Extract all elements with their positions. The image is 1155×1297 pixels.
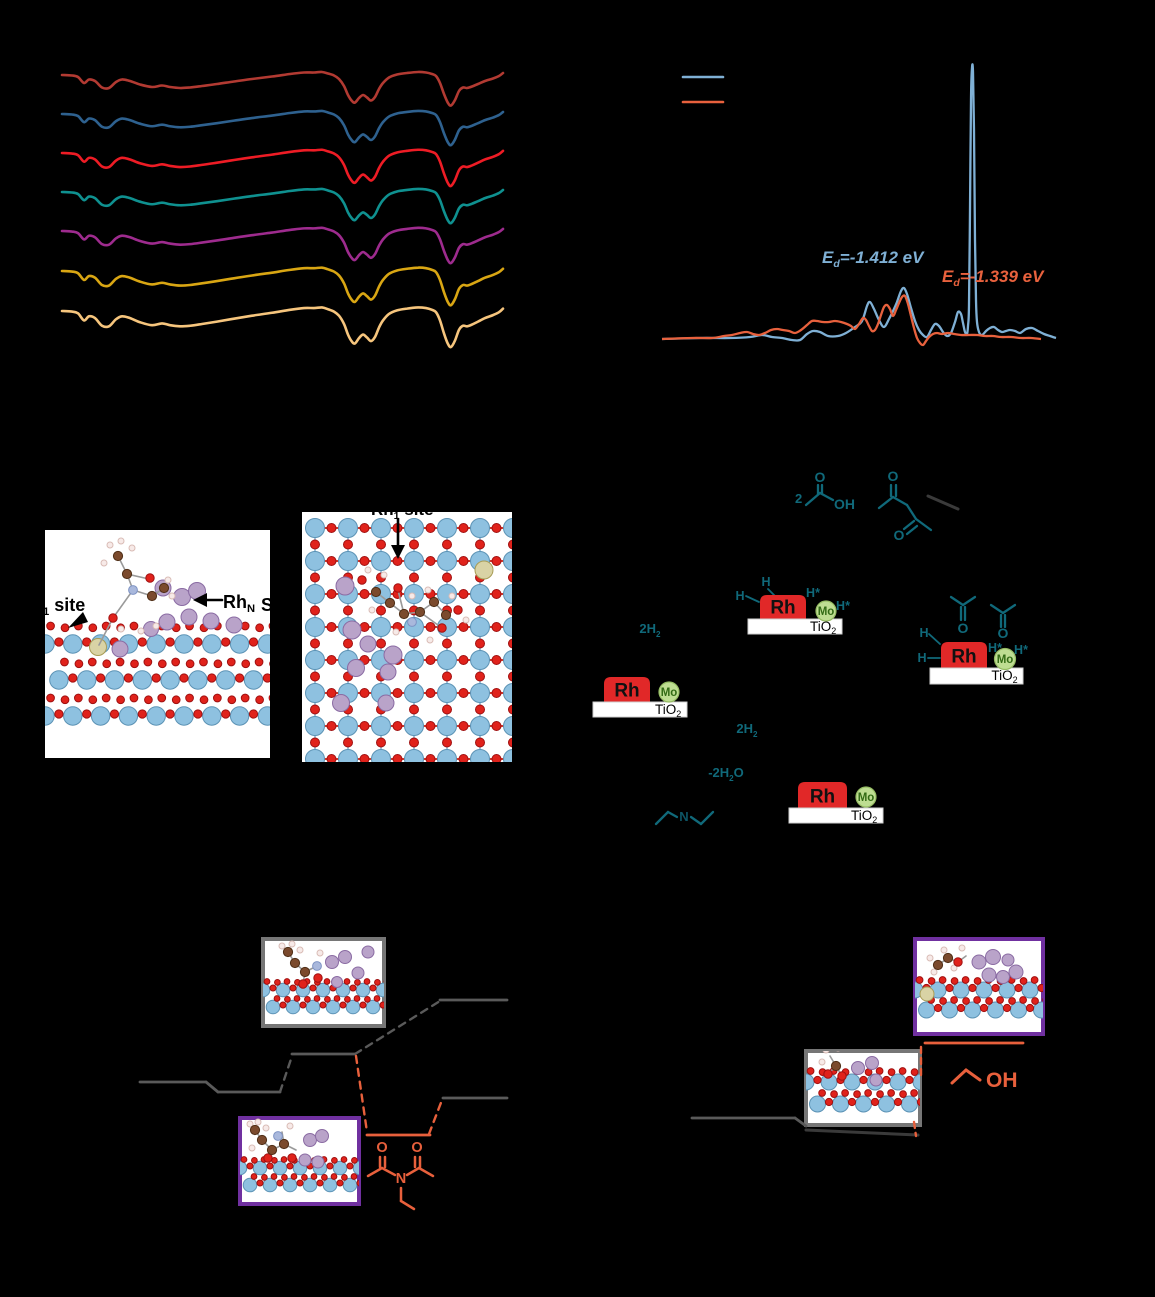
rh-label: Rh — [951, 646, 976, 667]
spectrum-2 — [60, 109, 505, 147]
catalyst-schematic-1: Rh Mo TiO2 — [592, 677, 688, 719]
mo-promoter — [855, 786, 877, 808]
hstar2-cat2: H* — [836, 599, 850, 613]
rh1-site-arrow-icon — [391, 517, 405, 559]
catalyst-schematic-3: Rh Mo TiO2 — [929, 642, 1024, 685]
hstar2-cat3: H* — [1014, 643, 1028, 657]
tio2-support-bar — [592, 701, 688, 718]
mo-label: Mo — [818, 606, 835, 618]
state-inset-purple — [913, 937, 1045, 1036]
mo-promoter — [993, 647, 1017, 671]
rh-particle — [760, 595, 806, 619]
imide-o-right: O — [411, 1140, 422, 1156]
spectrum-7 — [60, 306, 505, 349]
h-left-cat2: H — [735, 589, 744, 603]
acetic-oh-label: OH — [834, 496, 855, 512]
rh-particle — [604, 677, 650, 702]
panel-b-pdos — [661, 63, 1057, 347]
spectrum-5 — [60, 226, 505, 265]
ed-value-blue: Ed=-1.412 eV — [822, 248, 925, 270]
ed-value-orange: Ed=-1.339 eV — [942, 267, 1045, 289]
panel-a-spectra — [60, 70, 505, 349]
tio2-label: TiO2 — [991, 668, 1017, 685]
hstar1-cat3: H* — [988, 641, 1002, 655]
rh-label: Rh — [770, 598, 795, 619]
panel-f-energy-profile — [138, 937, 509, 1211]
label-minus-2h2o: -2H2O — [708, 765, 744, 783]
catalyst-schematic-4: Rh Mo TiO2 — [788, 782, 884, 825]
site-fragment-c: Site — [261, 595, 294, 615]
label-2h2-lower: 2H2 — [736, 721, 758, 739]
intermediate-inset-gray — [261, 937, 386, 1028]
rh1-site-label-c: Rh1 site — [19, 595, 85, 618]
mo-promoter — [658, 681, 680, 703]
rh-particle — [941, 642, 987, 668]
ethanol-oh-label: OH — [986, 1069, 1018, 1092]
rhn-label-c: RhN — [223, 592, 255, 615]
dft-structure-top-image — [302, 512, 512, 762]
imide-n-label: N — [396, 1171, 406, 1187]
acetaldehyde2-o: O — [998, 625, 1009, 641]
h-top-cat2: H — [761, 575, 770, 589]
mo-promoter — [815, 600, 837, 622]
spectrum-3 — [60, 148, 505, 188]
coeff-2-acetic: 2 — [795, 491, 802, 506]
h-top-cat3: H — [919, 626, 928, 640]
pdos-orange — [661, 294, 1042, 347]
tio2-support-bar — [788, 807, 884, 824]
panel-d-structure — [302, 512, 512, 762]
site-arrow-icon — [68, 612, 88, 628]
rh-label: Rh — [614, 681, 639, 702]
panel-g-energy-profile — [690, 937, 1045, 1138]
tio2-support-bar — [929, 667, 1024, 685]
spectrum-4 — [60, 187, 505, 225]
rh1-site-label-d: Rh1 site — [371, 500, 434, 522]
tio2-label: TiO2 — [655, 702, 681, 719]
rhn-arrow-icon — [193, 593, 224, 607]
intermediate-inset-purple — [238, 1116, 361, 1206]
dft-structure-side-image — [45, 530, 270, 758]
tio2-label: TiO2 — [810, 619, 836, 636]
acetaldehyde1-o: O — [958, 620, 969, 636]
tio2-support-bar — [747, 618, 843, 635]
anhydride-o-bottom: O — [894, 527, 905, 543]
rh-particle — [798, 782, 847, 808]
tio2-label: TiO2 — [851, 808, 877, 825]
mo-label: Mo — [997, 654, 1014, 666]
pdos-blue — [661, 63, 1057, 342]
amine-n-label: N — [679, 809, 688, 824]
hstar1-cat2: H* — [806, 586, 820, 600]
acetic-o-label: O — [815, 469, 826, 485]
rh-label: Rh — [810, 786, 835, 807]
imide-o-left: O — [376, 1140, 387, 1156]
spectrum-1 — [60, 70, 505, 107]
mo-label: Mo — [661, 687, 678, 699]
anhydride-o-top: O — [888, 468, 899, 484]
label-2h2-upper: 2H2 — [639, 621, 661, 639]
h-left-cat3: H — [917, 651, 926, 665]
panel-c-structure — [45, 530, 270, 758]
mo-label: Mo — [858, 792, 875, 804]
spectrum-6 — [60, 266, 505, 307]
state-inset-gray — [804, 1049, 922, 1127]
